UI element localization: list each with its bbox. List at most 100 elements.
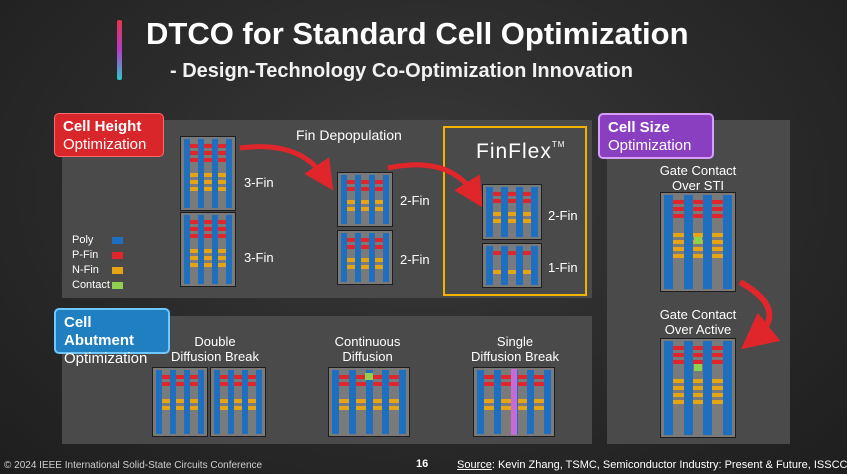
poly-line (184, 215, 190, 284)
gate-contact-sti-label: Gate Contact Over STI (648, 163, 748, 193)
cell-abutment-tag-sub: Optimization (64, 350, 148, 367)
p-fin (673, 346, 723, 350)
n-fin (493, 219, 531, 223)
p-fin (190, 234, 226, 238)
finflex-trademark: TM (551, 140, 566, 149)
poly-line (184, 139, 190, 208)
p-fin (347, 245, 383, 249)
double-diffusion-line1: Double (194, 334, 236, 349)
single-diffusion-label: Single Diffusion Break (465, 334, 565, 364)
poly-line (501, 187, 508, 237)
poly-line (501, 246, 508, 285)
p-fin (493, 251, 531, 255)
poly-line (226, 139, 232, 208)
poly-line (332, 370, 339, 434)
poly-line (212, 139, 218, 208)
cell-size-tag-sub: Optimization (608, 137, 692, 154)
finflex-logo-text: FinFlex (476, 140, 552, 163)
cell-height-tag-title: Cell Height (63, 118, 142, 135)
source-label: Source (457, 459, 492, 471)
finflex-logo: FinFlexTM (476, 140, 565, 164)
p-fin (162, 382, 198, 386)
n-fin (673, 386, 723, 390)
legend-nfin-label: N-Fin (72, 264, 99, 276)
n-fin (673, 393, 723, 397)
poly-line (493, 370, 501, 434)
n-fin (190, 180, 226, 184)
poly-line (355, 175, 361, 224)
p-fin (493, 199, 531, 203)
p-fin (347, 238, 383, 242)
poly-line (486, 187, 493, 237)
legend-contact-label: Contact (72, 279, 110, 291)
legend-pfin-label: P-Fin (72, 249, 99, 261)
n-fin (493, 270, 531, 274)
poly-line (341, 233, 347, 282)
poly-line (664, 195, 673, 289)
label-2fin-mid-bottom: 2-Fin (400, 252, 430, 267)
source-citation: Source: Kevin Zhang, TSMC, Semiconductor… (457, 459, 847, 471)
poly-line (477, 370, 484, 434)
fin-depopulation-label: Fin Depopulation (296, 127, 402, 143)
p-fin (673, 353, 723, 357)
source-text: : Kevin Zhang, TSMC, Semiconductor Indus… (491, 459, 847, 471)
poly-line (703, 341, 713, 435)
poly-line (683, 195, 693, 289)
arrow-sti-to-active (738, 279, 781, 350)
continuous-diffusion-label: Continuous Diffusion (320, 334, 415, 364)
p-fin (220, 375, 256, 379)
gate-contact (694, 237, 702, 244)
copyright-footer: © 2024 IEEE International Solid-State Ci… (4, 460, 263, 471)
continuous-diffusion-line2: Diffusion (342, 349, 393, 364)
label-1fin-finflex: 1-Fin (548, 260, 578, 275)
p-fin (673, 360, 723, 364)
p-fin (493, 192, 531, 196)
n-fin (347, 200, 383, 204)
single-diffusion-line2: Diffusion Break (471, 349, 559, 364)
n-fin (162, 399, 198, 403)
p-fin (190, 220, 226, 224)
slide-subtitle: - Design-Technology Co-Optimization Inno… (170, 60, 633, 82)
poly-line (486, 246, 493, 285)
p-fin (347, 180, 383, 184)
poly-line (348, 370, 356, 434)
poly-line (683, 341, 693, 435)
n-fin (190, 173, 226, 177)
poly-line (531, 246, 538, 285)
continuous-diffusion-line1: Continuous (334, 334, 401, 349)
legend-nfin-swatch (112, 267, 123, 274)
finflex-highlight-box (443, 126, 587, 296)
p-fin (220, 382, 256, 386)
poly-line (369, 175, 375, 224)
legend-poly-label: Poly (72, 234, 94, 246)
n-fin (190, 187, 226, 191)
poly-line (516, 246, 523, 285)
poly-line (531, 187, 538, 237)
gate-contact-active-label: Gate Contact Over Active (648, 307, 748, 337)
poly-line (723, 195, 732, 289)
n-fin (220, 406, 256, 410)
n-fin (190, 263, 226, 267)
p-fin (347, 187, 383, 191)
cell-height-tag-sub: Optimization (63, 136, 147, 153)
n-fin (190, 256, 226, 260)
double-diffusion-label: Double Diffusion Break (165, 334, 265, 364)
gate-contact (694, 364, 702, 371)
poly-line (198, 139, 204, 208)
poly-line (355, 233, 361, 282)
cell-abutment-tag: Cell Abutment Optimization (54, 308, 170, 367)
n-fin (673, 379, 723, 383)
poly-line (723, 341, 732, 435)
gate-contact-sti-line2: Over STI (671, 178, 724, 193)
arrow-2fin-to-finflex (387, 162, 483, 208)
label-2fin-mid-top: 2-Fin (400, 193, 430, 208)
p-fin (673, 207, 723, 211)
poly-line (214, 370, 220, 434)
poly-line (198, 370, 204, 434)
n-fin (347, 207, 383, 211)
n-fin (347, 265, 383, 269)
n-fin (190, 249, 226, 253)
p-fin (673, 214, 723, 218)
n-fin (673, 400, 723, 404)
